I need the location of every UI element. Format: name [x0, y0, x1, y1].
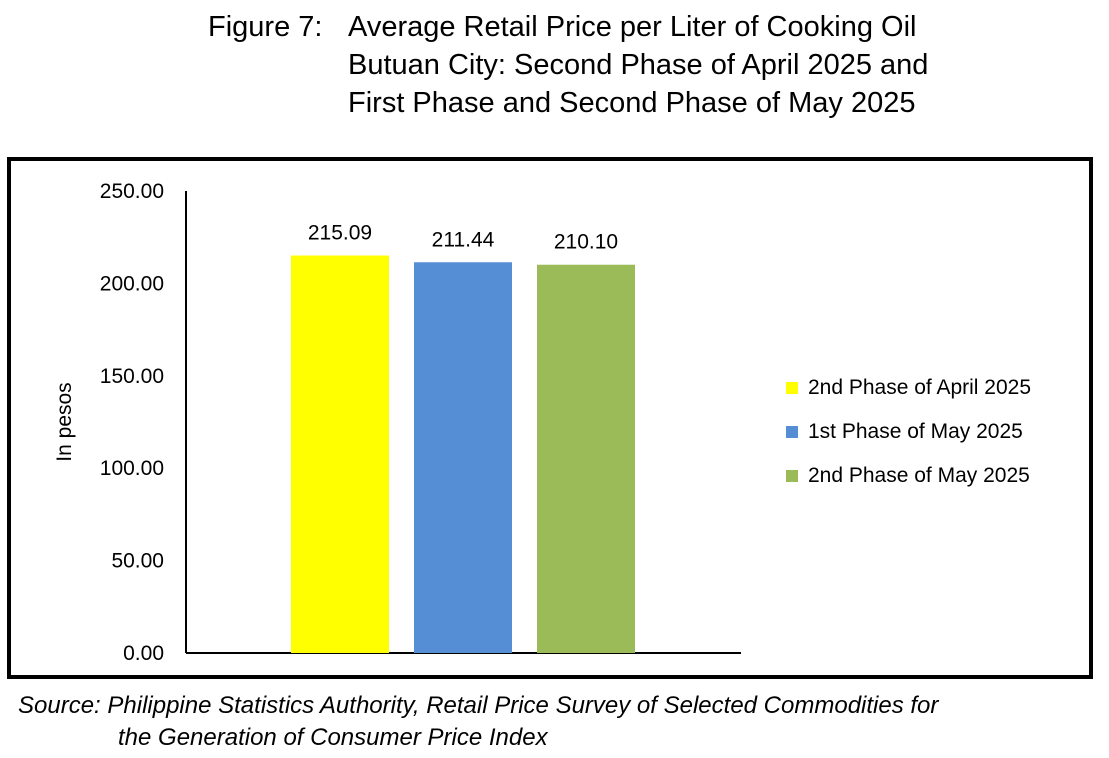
data-labels: 215.09 211.44 210.10 [308, 222, 618, 254]
figure-title-line-2: Butuan City: Second Phase of April 2025 … [348, 49, 929, 81]
legend-item-may-2nd: 2nd Phase of May 2025 [786, 454, 1031, 498]
bar [291, 255, 389, 653]
data-label: 210.10 [554, 231, 618, 254]
legend-swatch-may-1st [786, 426, 798, 438]
figure-title: Figure 7: Average Retail Price per Liter… [208, 8, 928, 122]
legend: 2nd Phase of April 2025 1st Phase of May… [786, 366, 1031, 498]
source-note: Source: Philippine Statistics Authority,… [18, 690, 938, 754]
source-line-2: the Generation of Consumer Price Index [118, 724, 548, 751]
figure-title-line-3: First Phase and Second Phase of May 2025 [348, 87, 916, 119]
source-line-1: Source: Philippine Statistics Authority,… [18, 692, 939, 719]
y-axis: 0.00 50.00 100.00 150.00 200.00 250.00 [100, 180, 187, 665]
bar [537, 264, 635, 653]
y-tick-label: 50.00 [111, 550, 164, 573]
y-axis-title: In pesos [53, 382, 76, 461]
legend-item-may-1st: 1st Phase of May 2025 [786, 410, 1031, 454]
legend-swatch-april-2nd [786, 382, 798, 394]
legend-item-april-2nd: 2nd Phase of April 2025 [786, 366, 1031, 410]
bars [291, 255, 635, 653]
legend-label-april-2nd: 2nd Phase of April 2025 [808, 376, 1032, 399]
bar [414, 262, 512, 653]
legend-swatch-may-2nd [786, 470, 798, 482]
legend-label-may-2nd: 2nd Phase of May 2025 [808, 464, 1030, 487]
figure-title-prefix: Figure 7: [208, 11, 323, 43]
y-tick-label: 100.00 [100, 457, 164, 480]
chart-frame: 0.00 50.00 100.00 150.00 200.00 250.00 In pes… [7, 157, 1093, 679]
y-tick-label: 250.00 [100, 180, 164, 203]
bar-chart: 0.00 50.00 100.00 150.00 200.00 250.00 In pes… [53, 180, 741, 665]
y-tick-label: 0.00 [123, 642, 164, 665]
y-tick-label: 150.00 [100, 365, 164, 388]
data-label: 215.09 [308, 222, 372, 245]
data-label: 211.44 [432, 228, 495, 251]
legend-label-may-1st: 1st Phase of May 2025 [808, 420, 1023, 443]
y-tick-label: 200.00 [100, 272, 164, 295]
figure-title-line-1: Average Retail Price per Liter of Cookin… [348, 11, 917, 43]
